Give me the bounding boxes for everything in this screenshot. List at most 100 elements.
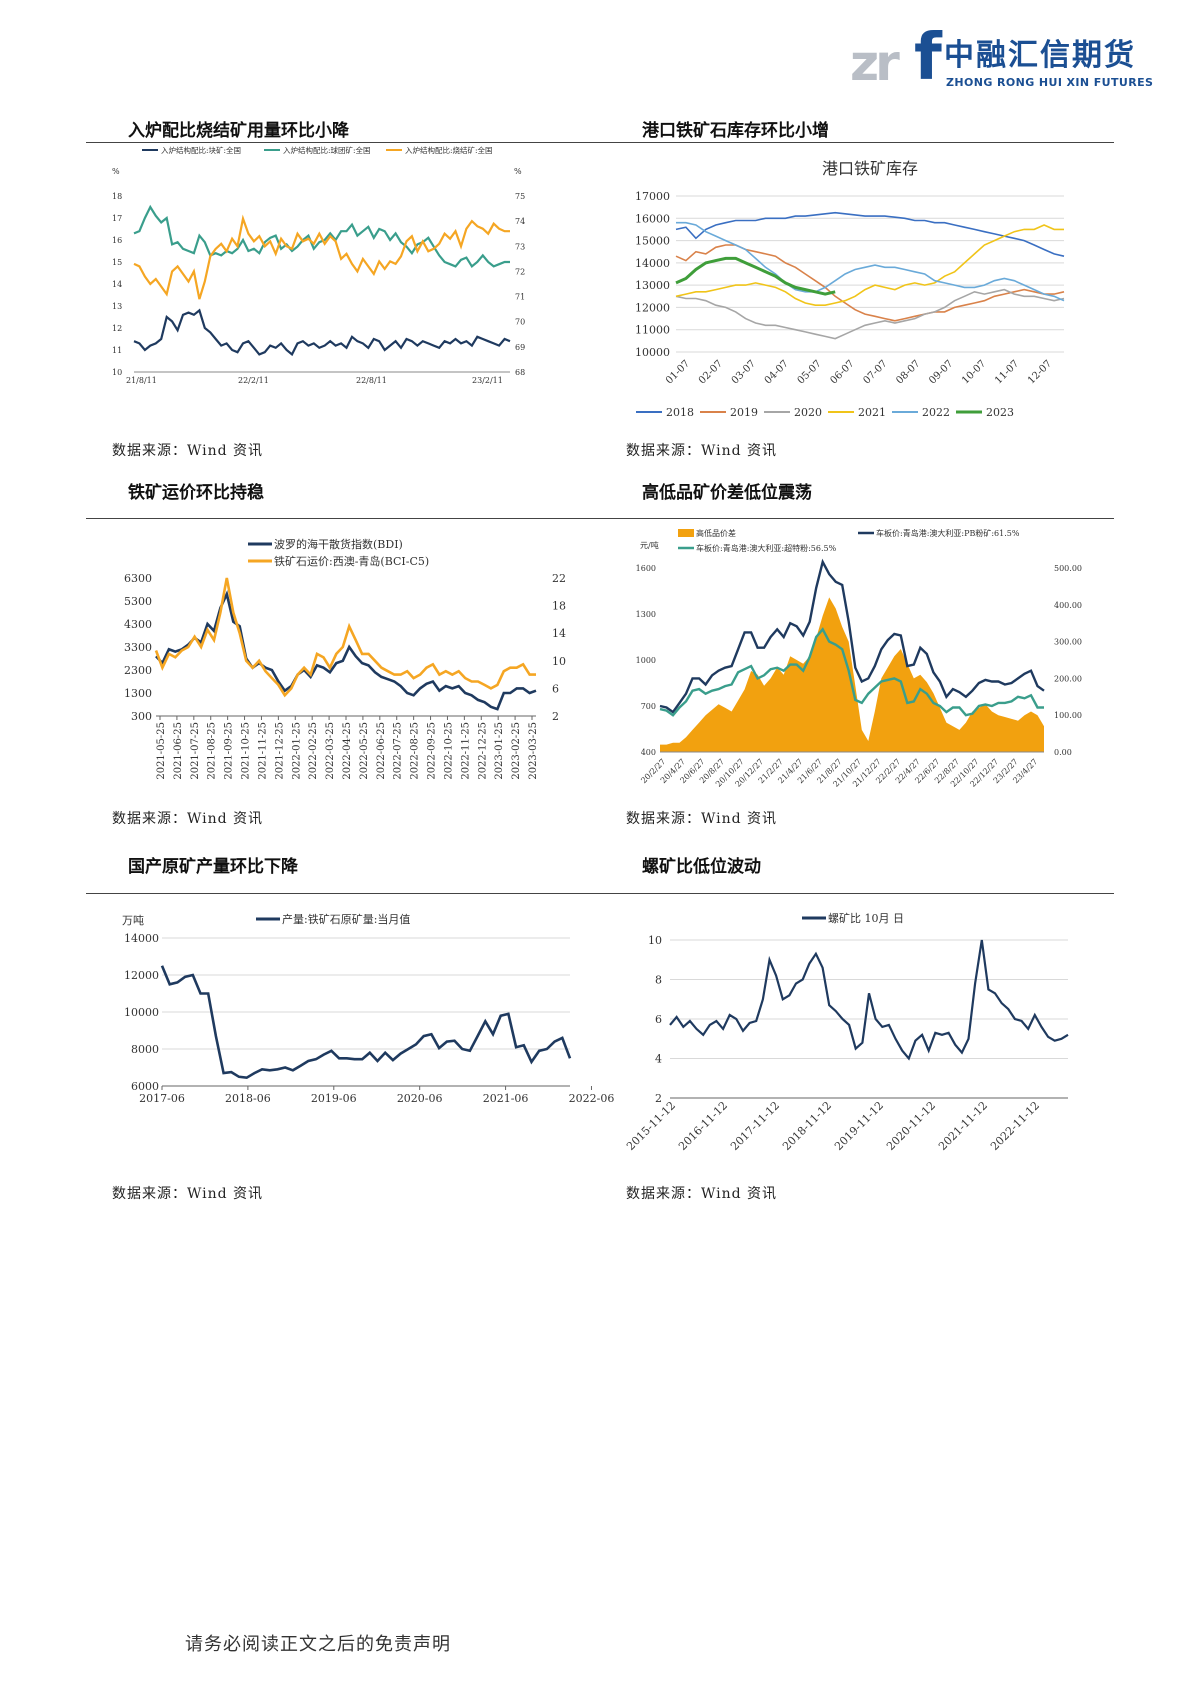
legend-label-2019: 2019	[730, 406, 758, 419]
x-tick-22: 2023-03-25	[528, 722, 539, 780]
chart-blend: 入炉结构配比:块矿:全国 入炉结构配比:球团矿:全国 入炉结构配比:烧结矿:全国%%…	[112, 145, 525, 385]
chart-ratio: 螺矿比 10月 日 2 4 6 8 10 2015-11-122016-11-122017-…	[624, 912, 1069, 1153]
disclaimer-footer: 请务必阅读正文之后的免责声明	[185, 1634, 451, 1655]
series-line-2	[133, 214, 510, 300]
y-tick-5: 15000	[635, 235, 670, 248]
x-tick-3: 04-07	[763, 358, 791, 386]
x-tick-16: 2022-09-25	[427, 722, 438, 780]
company-logo: zr f 中融汇信期货 ZHONG RONG HUI XIN FUTURES	[850, 21, 1153, 95]
title-blend: 入炉配比烧结矿用量环比小降	[128, 121, 349, 141]
x-tick-2: 2019-06	[311, 1092, 357, 1105]
source-port: 数据来源：Wind 资讯	[626, 443, 778, 459]
x-tick-8: 09-07	[927, 358, 955, 386]
legend-label-1: 铁矿石运价:西澳-青岛(BCI-C5)	[274, 554, 429, 568]
x-tick-1: 2018-06	[225, 1092, 271, 1105]
section-rule-3	[86, 893, 1114, 894]
legend-label-0: 入炉结构配比:块矿:全国	[161, 145, 241, 155]
right-tick-1: 6	[552, 682, 559, 695]
x-tick-5: 2020-11-12	[884, 1099, 938, 1153]
left-unit: %	[112, 167, 120, 176]
spread-area	[660, 597, 1044, 752]
x-tick-1: 2021-06-25	[173, 722, 184, 780]
x-tick-2: 03-07	[730, 358, 758, 386]
right-tick-4: 400.00	[1054, 601, 1082, 610]
y-unit: 万吨	[122, 914, 144, 927]
series-line-1	[659, 558, 1045, 714]
x-tick-3: 23/2/11	[472, 376, 503, 385]
title-freight: 铁矿运价环比持稳	[128, 483, 264, 503]
source-output: 数据来源：Wind 资讯	[112, 1186, 264, 1202]
chart-output: 万吨 产量:铁矿石原矿量:当月值 6000 8000 10000 12000 14000 20…	[122, 912, 614, 1105]
series-line-2	[659, 627, 1044, 717]
right-tick-5: 22	[552, 572, 566, 585]
x-tick-6: 2021-11-12	[936, 1099, 990, 1153]
left-tick-2: 1000	[636, 656, 656, 665]
x-tick-11: 12-07	[1026, 358, 1054, 386]
legend-label-1: 车板价:青岛港:澳大利亚:PB粉矿:61.5%	[876, 528, 1020, 538]
left-tick-1: 700	[641, 702, 656, 711]
left-tick-0: 400	[641, 748, 656, 757]
x-tick-11: 2022-04-25	[342, 722, 353, 780]
legend-label-1: 入炉结构配比:球团矿:全国	[283, 145, 371, 155]
series-line-2019	[675, 244, 1065, 322]
y-tick-1: 4	[655, 1053, 662, 1066]
legend-label-0: 高低品价差	[696, 528, 736, 538]
x-tick-4: 05-07	[796, 358, 824, 386]
right-tick-7: 75	[515, 192, 525, 201]
y-tick-3: 12000	[124, 969, 159, 982]
right-tick-3: 14	[552, 627, 566, 640]
x-tick-12: 2022-05-25	[359, 722, 370, 780]
left-tick-2: 2300	[124, 664, 152, 677]
x-tick-5: 2021-10-25	[241, 722, 252, 780]
legend-label-0: 螺矿比 10月 日	[828, 912, 904, 925]
series-line-2020	[675, 288, 1065, 340]
chart-port: 港口铁矿库存 10000 11000 12000 13000 14000 15000 1600…	[635, 159, 1065, 419]
x-tick-17: 2022-10-25	[443, 722, 454, 780]
x-tick-1: 02-07	[697, 358, 725, 386]
series-line-1	[154, 577, 536, 698]
right-tick-5: 500.00	[1054, 564, 1082, 573]
x-tick-1: 2016-11-12	[676, 1099, 730, 1153]
y-tick-1: 11000	[635, 324, 670, 337]
series-line-0	[133, 308, 511, 357]
y-tick-2: 6	[655, 1013, 662, 1026]
y-tick-4: 14000	[635, 257, 670, 270]
chart-spread: 元/吨 高低品价差 车板价:青岛港:澳大利亚:PB粉矿:61.5% 车板价:青岛港:澳…	[636, 528, 1082, 789]
right-tick-4: 18	[552, 600, 566, 613]
x-tick-18: 2022-11-25	[460, 722, 471, 780]
left-tick-1: 1300	[124, 687, 152, 700]
source-blend: 数据来源：Wind 资讯	[112, 443, 264, 459]
logo-mark-f: f	[914, 21, 942, 95]
right-tick-2: 200.00	[1054, 674, 1082, 683]
x-tick-2: 2017-11-12	[728, 1099, 782, 1153]
series-line-2021	[675, 224, 1064, 306]
x-tick-4: 2019-11-12	[832, 1099, 886, 1153]
x-tick-19: 2022-12-25	[477, 722, 488, 780]
y-tick-2: 12000	[635, 301, 670, 314]
y-tick-4: 14000	[124, 932, 159, 945]
x-tick-0: 01-07	[664, 358, 692, 386]
x-tick-3: 2018-11-12	[780, 1099, 834, 1153]
left-unit: 元/吨	[640, 540, 659, 550]
y-tick-0: 10000	[635, 346, 670, 359]
right-tick-1: 100.00	[1054, 711, 1082, 720]
legend-swatch-0	[678, 529, 694, 537]
title-ratio: 螺矿比低位波动	[642, 857, 761, 877]
left-tick-2: 12	[112, 324, 122, 333]
right-tick-3: 71	[515, 293, 525, 302]
legend-label-0: 产量:铁矿石原矿量:当月值	[282, 912, 410, 926]
x-tick-2: 2021-07-25	[190, 722, 201, 780]
title-spread: 高低品矿价差低位震荡	[642, 483, 812, 503]
left-tick-4: 1600	[636, 564, 656, 573]
right-unit: %	[514, 167, 522, 176]
x-tick-0: 2015-11-12	[624, 1099, 678, 1153]
y-tick-3: 13000	[635, 279, 670, 292]
left-tick-3: 13	[112, 302, 122, 311]
left-tick-8: 18	[112, 192, 122, 201]
chart-freight: 波罗的海干散货指数(BDI) 铁矿石运价:西澳-青岛(BCI-C5) 300 1300…	[124, 537, 566, 780]
left-tick-5: 15	[112, 258, 122, 267]
x-tick-4: 2021-06	[483, 1092, 529, 1105]
left-tick-3: 3300	[124, 641, 152, 654]
right-tick-6: 74	[515, 217, 525, 226]
x-tick-2: 22/8/11	[356, 376, 387, 385]
